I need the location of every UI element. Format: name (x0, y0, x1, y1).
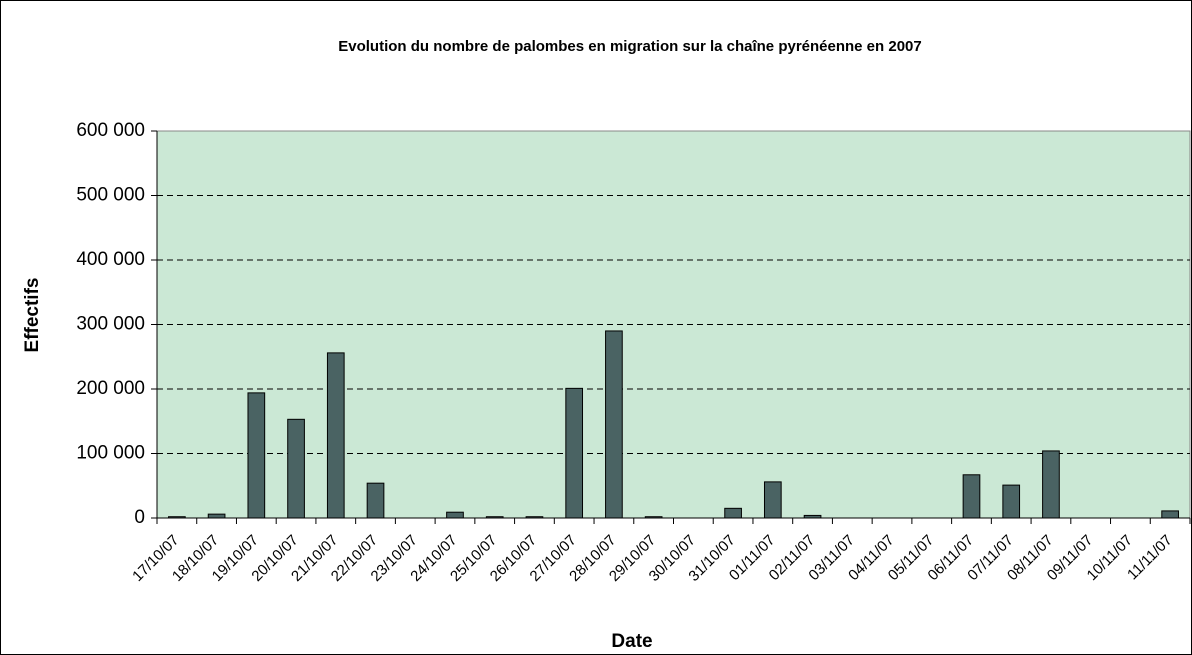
bar (724, 507, 742, 519)
bar (565, 387, 584, 519)
y-tick-label: 300 000 (76, 314, 145, 335)
bar (962, 474, 981, 519)
chart-title: Evolution du nombre de palombes en migra… (338, 38, 921, 55)
bar (247, 392, 266, 519)
bar (207, 513, 226, 519)
bar (366, 482, 385, 519)
y-tick-label: 600 000 (76, 120, 145, 141)
y-tick-label: 0 (134, 507, 145, 528)
y-axis-label: Effectifs (22, 278, 43, 353)
bar (287, 418, 305, 519)
x-axis-label: Date (611, 631, 652, 652)
y-tick-label: 200 000 (76, 378, 145, 399)
y-tick-label: 400 000 (76, 249, 145, 270)
bar (763, 481, 782, 519)
y-tick-label: 100 000 (76, 443, 145, 464)
bar (446, 511, 464, 519)
bar (326, 352, 345, 519)
bar (1042, 450, 1060, 519)
y-tick-label: 500 000 (76, 185, 145, 206)
bar (1002, 484, 1021, 519)
bar (605, 330, 623, 519)
bar (1161, 510, 1179, 519)
